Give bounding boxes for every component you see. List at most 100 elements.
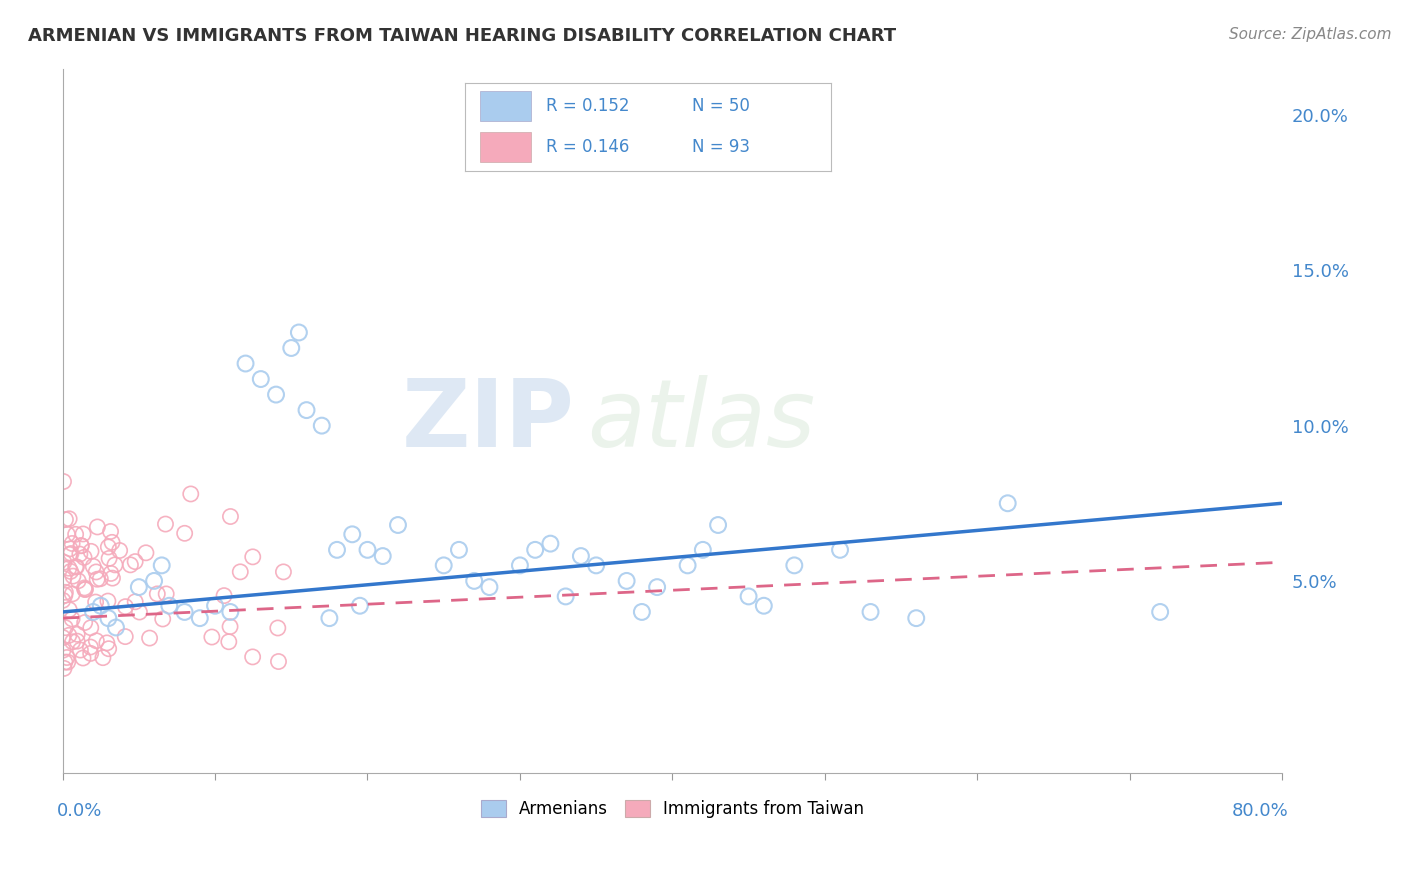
Point [295,403,318,417]
Point [73,550,96,565]
Point [65,559,87,574]
Point [311,418,333,433]
Point [65,560,87,574]
Point [84,595,107,609]
Point [75,582,97,597]
Point [318,611,340,625]
Point [173,526,195,541]
Point [264,387,287,401]
Point [97,540,120,554]
Point [342,527,364,541]
Point [72,651,94,665]
Point [104,620,127,634]
Point [60,547,83,561]
Point [737,590,759,604]
Point [98,551,121,566]
Point [52,572,75,586]
Point [65,527,87,541]
Point [52,631,75,645]
Point [707,518,730,533]
Point [128,580,150,594]
Text: 80.0%: 80.0% [1232,802,1288,820]
Point [433,558,456,573]
Point [212,589,235,603]
Point [73,582,96,597]
Point [52,475,75,489]
Point [59,565,82,579]
Point [616,574,638,588]
Point [235,357,257,371]
Point [349,599,371,613]
Point [53,585,76,599]
Point [84,565,107,579]
Point [53,588,76,602]
Point [100,566,122,581]
Point [631,605,654,619]
Point [90,599,112,613]
Point [58,548,80,562]
Point [905,611,928,625]
Point [242,649,264,664]
Point [204,599,226,613]
Point [62,634,84,648]
Point [585,558,607,573]
Point [273,565,295,579]
Point [249,372,271,386]
Point [371,549,394,563]
Point [104,558,127,572]
Point [91,650,114,665]
Point [97,641,120,656]
Point [180,487,202,501]
Point [52,643,75,657]
Point [97,611,120,625]
Point [67,574,90,588]
Point [692,542,714,557]
Text: ZIP: ZIP [402,375,575,467]
Point [569,549,592,563]
Point [86,633,108,648]
Point [828,542,851,557]
Point [108,543,131,558]
Point [58,602,80,616]
Point [56,655,79,669]
Point [53,655,76,669]
Point [509,558,531,573]
Point [58,628,80,642]
Point [66,634,89,648]
Point [356,542,378,557]
Point [52,593,75,607]
Point [52,555,75,569]
Point [219,605,242,619]
Point [267,655,290,669]
Point [66,627,89,641]
Point [188,611,211,625]
Point [82,559,104,574]
Point [60,536,83,550]
Point [326,542,349,557]
Point [73,581,96,595]
Point [114,599,136,614]
Point [146,587,169,601]
Text: ARMENIAN VS IMMIGRANTS FROM TAIWAN HEARING DISABILITY CORRELATION CHART: ARMENIAN VS IMMIGRANTS FROM TAIWAN HEARI… [28,27,896,45]
Point [97,594,120,608]
Text: Source: ZipAtlas.com: Source: ZipAtlas.com [1229,27,1392,42]
Point [463,574,485,588]
Point [280,341,302,355]
Point [143,574,166,588]
Point [56,527,79,541]
Point [201,630,224,644]
Point [229,565,252,579]
Point [56,650,79,665]
Point [157,599,180,613]
Point [79,640,101,654]
Point [114,630,136,644]
Point [89,572,111,586]
Point [173,605,195,619]
Point [288,326,311,340]
Point [53,621,76,635]
Point [447,542,470,557]
Point [387,518,409,533]
Point [53,661,76,675]
Point [524,542,547,557]
Point [219,509,242,524]
